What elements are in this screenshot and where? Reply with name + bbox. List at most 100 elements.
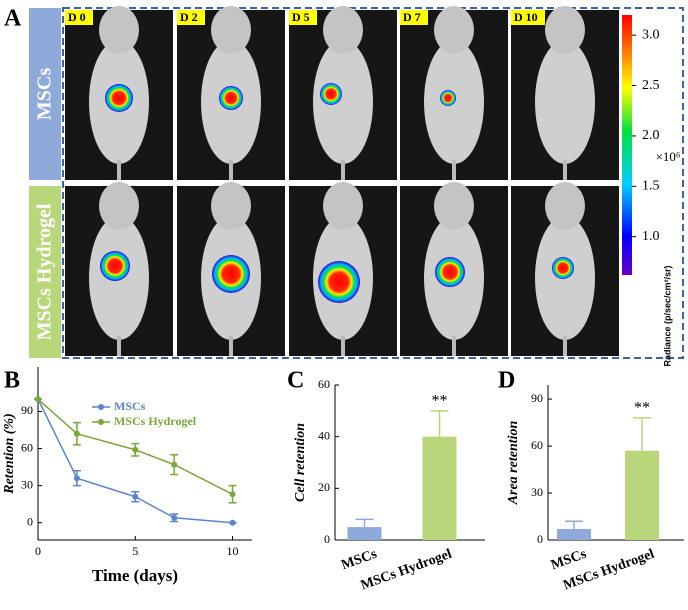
day-label: D 5 [292, 10, 310, 24]
mouse-tail [117, 336, 121, 356]
mouse-body [535, 40, 595, 164]
significance: ** [634, 400, 650, 417]
signal-blob [435, 257, 465, 287]
x-tick-label: 0 [35, 544, 41, 558]
signal-blob [318, 261, 360, 303]
legend-marker [98, 419, 104, 425]
bar [422, 436, 457, 540]
significance: ** [432, 393, 448, 410]
y-tick-label: 30 [21, 477, 33, 491]
row-label: MSCs Hydrogel [34, 203, 56, 340]
data-point [171, 514, 178, 521]
row-label-box [29, 8, 61, 180]
bar [557, 529, 591, 540]
data-point [35, 396, 41, 403]
mouse-head [545, 182, 585, 230]
signal-blob [320, 83, 342, 105]
colorbar-label: Radiance (p/sec/cm²/sr) [662, 265, 672, 366]
colorbar-tick-label: 1.5 [642, 179, 660, 194]
bar [347, 527, 382, 540]
y-tick-label: 0 [324, 532, 330, 546]
panel-label: C [287, 368, 304, 394]
day-label-box [177, 10, 205, 25]
legend-label: MSCs [114, 399, 146, 413]
mouse-head [99, 6, 139, 54]
colorbar-tick-label: 1.0 [642, 229, 660, 244]
day-label: D 7 [403, 10, 421, 24]
mouse-head [211, 6, 251, 54]
mouse-tail [563, 336, 567, 356]
error-bar [565, 520, 583, 530]
day-label-box [511, 10, 545, 25]
panel-label: D [498, 368, 515, 394]
error-bar [633, 417, 651, 451]
x-tick-label: 10 [227, 544, 239, 558]
data-point [132, 446, 139, 453]
y-tick-label: 30 [531, 485, 543, 499]
category-label: MSCs [339, 547, 379, 574]
y-axis-label: Area retention [506, 420, 521, 505]
y-tick-label: 40 [318, 428, 330, 442]
colorbar-tick-label: 2.0 [642, 128, 660, 143]
x-tick-label: 5 [132, 544, 138, 558]
dashed-frame [62, 7, 684, 359]
panel-label: B [4, 368, 20, 394]
y-tick-label: 0 [27, 514, 33, 528]
mouse-tail [452, 336, 456, 356]
data-point [171, 461, 178, 468]
error-bar [430, 410, 449, 437]
signal-blob [219, 86, 243, 110]
colorbar-tick-label: 2.5 [642, 78, 660, 93]
colorbar-multiplier: ×10⁶ [656, 149, 681, 164]
mouse-tail [117, 160, 121, 180]
y-tick-label: 20 [318, 480, 330, 494]
signal-blob [100, 251, 130, 281]
legend-marker [98, 404, 104, 410]
day-label-box [400, 10, 428, 25]
error-bar [355, 518, 374, 528]
x-axis-label: Time (days) [92, 566, 178, 585]
bar [625, 450, 659, 540]
data-point [132, 493, 139, 500]
y-tick-label: 0 [537, 532, 543, 546]
mouse-head [211, 182, 251, 230]
category-label: MSCs [549, 547, 589, 574]
y-tick-label: 90 [531, 391, 543, 405]
y-tick-label: 60 [318, 377, 330, 391]
signal-blob [552, 257, 574, 279]
signal-blob [105, 84, 133, 112]
row-label: MSCs [34, 68, 56, 120]
data-point [73, 475, 80, 482]
day-label: D 10 [514, 10, 538, 24]
legend-label: MSCs Hydrogel [114, 414, 197, 428]
mouse-head [545, 6, 585, 54]
mouse-tail [452, 160, 456, 180]
data-point [229, 519, 236, 526]
mouse-tail [341, 160, 345, 180]
y-axis-label: Retention (%) [2, 413, 17, 495]
mouse-head [323, 182, 363, 230]
day-label-box [289, 10, 317, 25]
row-label-box [29, 186, 61, 358]
signal-blob [440, 90, 456, 106]
day-label: D 0 [68, 10, 86, 24]
day-label: D 2 [180, 10, 198, 24]
y-tick-label: 60 [21, 440, 33, 454]
image-grid: D 0 D 2 D 5 D 7 D 10 [65, 6, 619, 356]
mouse-head [434, 182, 474, 230]
mouse-tail [341, 336, 345, 356]
y-tick-label: 60 [531, 438, 543, 452]
signal-blob [212, 255, 250, 293]
y-tick-label: 90 [21, 403, 33, 417]
mouse-head [99, 182, 139, 230]
colorbar [622, 15, 632, 275]
mouse-body [313, 40, 373, 164]
mouse-tail [563, 160, 567, 180]
day-label-box [65, 10, 93, 25]
mouse-tail [229, 160, 233, 180]
mouse-head [323, 6, 363, 54]
data-point [73, 430, 80, 437]
data-point [229, 491, 236, 498]
mouse-head [434, 6, 474, 54]
